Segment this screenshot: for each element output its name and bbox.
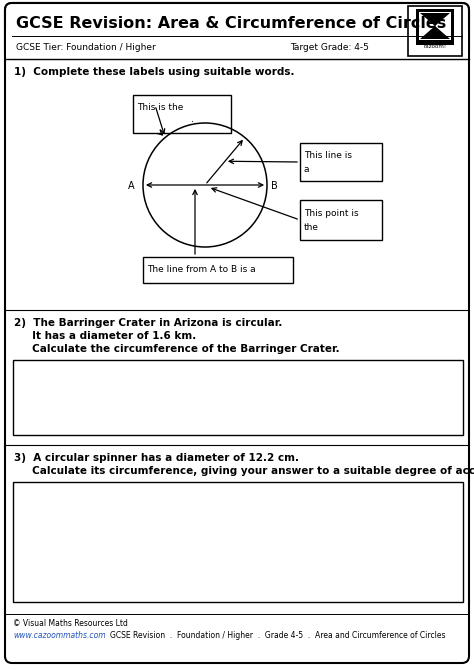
Bar [300, 143, 382, 181]
Text: This is the: This is the [137, 103, 183, 111]
Bar [133, 95, 231, 133]
Bar [419, 12, 451, 40]
Text: This point is: This point is [304, 208, 359, 218]
Text: This line is: This line is [304, 151, 352, 159]
Text: razoom!: razoom! [423, 44, 447, 50]
FancyBboxPatch shape [5, 3, 469, 59]
Text: Calculate the circumference of the Barringer Crater.: Calculate the circumference of the Barri… [14, 344, 340, 354]
Text: GCSE Revision  .  Foundation / Higher  .  Grade 4-5  .  Area and Circumference o: GCSE Revision . Foundation / Higher . Gr… [110, 632, 446, 641]
Bar [143, 257, 293, 283]
Text: 3)  A circular spinner has a diameter of 12.2 cm.: 3) A circular spinner has a diameter of … [14, 453, 299, 463]
Text: GCSE Tier: Foundation / Higher: GCSE Tier: Foundation / Higher [16, 44, 156, 52]
Text: 1)  Complete these labels using suitable words.: 1) Complete these labels using suitable … [14, 67, 294, 77]
Text: .: . [191, 114, 194, 124]
Text: a: a [304, 165, 310, 174]
Text: The line from A to B is a: The line from A to B is a [147, 265, 255, 275]
Text: Calculate its circumference, giving your answer to a suitable degree of accuracy: Calculate its circumference, giving your… [14, 466, 474, 476]
Bar [6, 30, 468, 60]
Bar [13, 482, 463, 602]
Bar [13, 360, 463, 435]
Text: GCSE Revision: Area & Circumference of Circles: GCSE Revision: Area & Circumference of C… [16, 15, 446, 31]
Bar [416, 9, 454, 45]
Text: B: B [271, 181, 278, 191]
FancyBboxPatch shape [5, 3, 469, 663]
Polygon shape [420, 26, 450, 39]
Text: It has a diameter of 1.6 km.: It has a diameter of 1.6 km. [14, 331, 196, 341]
Bar [408, 6, 462, 56]
Polygon shape [420, 13, 450, 26]
Text: A: A [128, 181, 135, 191]
Text: © Visual Maths Resources Ltd: © Visual Maths Resources Ltd [13, 620, 128, 628]
Text: 2)  The Barringer Crater in Arizona is circular.: 2) The Barringer Crater in Arizona is ci… [14, 318, 283, 328]
Text: Target Grade: 4-5: Target Grade: 4-5 [290, 44, 369, 52]
Text: the: the [304, 224, 319, 232]
Bar [300, 200, 382, 240]
Text: www.cazoommaths.com: www.cazoommaths.com [13, 632, 106, 641]
